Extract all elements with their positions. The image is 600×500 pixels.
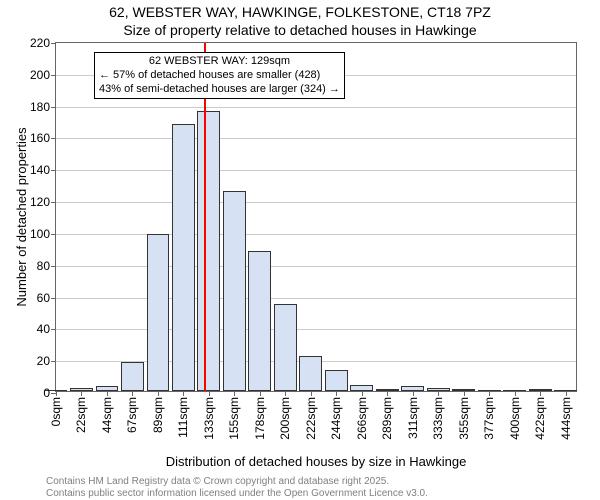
y-tick-label: 140	[30, 163, 56, 177]
y-tick-label: 60	[37, 291, 56, 305]
x-tick-label: 266sqm	[355, 397, 369, 442]
x-tick-label: 333sqm	[431, 397, 445, 442]
x-tick-label: 67sqm	[125, 397, 139, 435]
histogram-bar	[274, 304, 297, 392]
x-tick-label: 244sqm	[329, 397, 343, 442]
y-tick-label: 200	[30, 68, 56, 82]
grid-line	[56, 107, 576, 108]
y-tick-label: 20	[37, 354, 56, 368]
x-tick-label: 89sqm	[151, 397, 165, 435]
histogram-bar	[147, 234, 170, 392]
grid-line	[56, 202, 576, 203]
x-tick-label: 377sqm	[482, 397, 496, 442]
footer-line1: Contains HM Land Registry data © Crown c…	[46, 476, 389, 487]
histogram-bar	[299, 356, 322, 391]
x-tick-label: 400sqm	[508, 397, 522, 442]
annotation-line: 43% of semi-detached houses are larger (…	[99, 83, 340, 97]
grid-line	[56, 234, 576, 235]
chart-title-line2: Size of property relative to detached ho…	[0, 22, 600, 38]
x-tick-label: 222sqm	[304, 397, 318, 442]
grid-line	[56, 298, 576, 299]
histogram-bar	[223, 191, 246, 391]
x-tick-label: 44sqm	[100, 397, 114, 435]
histogram-bar	[121, 362, 144, 391]
histogram-bar	[248, 251, 271, 391]
x-tick-label: 444sqm	[559, 397, 573, 442]
x-tick-label: 22sqm	[74, 397, 88, 435]
grid-line	[56, 329, 576, 330]
x-tick-label: 200sqm	[278, 397, 292, 442]
y-tick-label: 220	[30, 36, 56, 50]
chart-title-line1: 62, WEBSTER WAY, HAWKINGE, FOLKESTONE, C…	[0, 4, 600, 20]
plot-area: 62 WEBSTER WAY: 129sqm← 57% of detached …	[55, 42, 577, 392]
y-tick-label: 120	[30, 195, 56, 209]
x-tick-label: 311sqm	[406, 397, 420, 441]
x-tick-label: 178sqm	[253, 397, 267, 442]
histogram-bar	[325, 370, 348, 391]
annotation-line: 62 WEBSTER WAY: 129sqm	[99, 55, 340, 69]
grid-line	[56, 170, 576, 171]
footer-line2: Contains public sector information licen…	[46, 488, 428, 499]
annotation-box: 62 WEBSTER WAY: 129sqm← 57% of detached …	[94, 52, 345, 99]
x-tick-label: 289sqm	[380, 397, 394, 442]
histogram-bar	[197, 111, 220, 391]
y-tick-label: 180	[30, 100, 56, 114]
y-tick-label: 100	[30, 227, 56, 241]
y-tick-label: 40	[37, 322, 56, 336]
x-tick-label: 422sqm	[533, 397, 547, 442]
x-tick-label: 111sqm	[176, 397, 190, 440]
grid-line	[56, 266, 576, 267]
histogram-bar	[172, 124, 195, 391]
x-tick-label: 155sqm	[227, 397, 241, 442]
grid-line	[56, 138, 576, 139]
x-tick-label: 355sqm	[457, 397, 471, 442]
x-axis-label: Distribution of detached houses by size …	[55, 454, 577, 469]
x-tick-label: 0sqm	[49, 397, 63, 428]
y-axis-label: Number of detached properties	[14, 42, 29, 392]
y-tick-label: 80	[37, 259, 56, 273]
annotation-line: ← 57% of detached houses are smaller (42…	[99, 69, 340, 83]
y-tick-label: 160	[30, 131, 56, 145]
x-tick-label: 133sqm	[202, 397, 216, 442]
